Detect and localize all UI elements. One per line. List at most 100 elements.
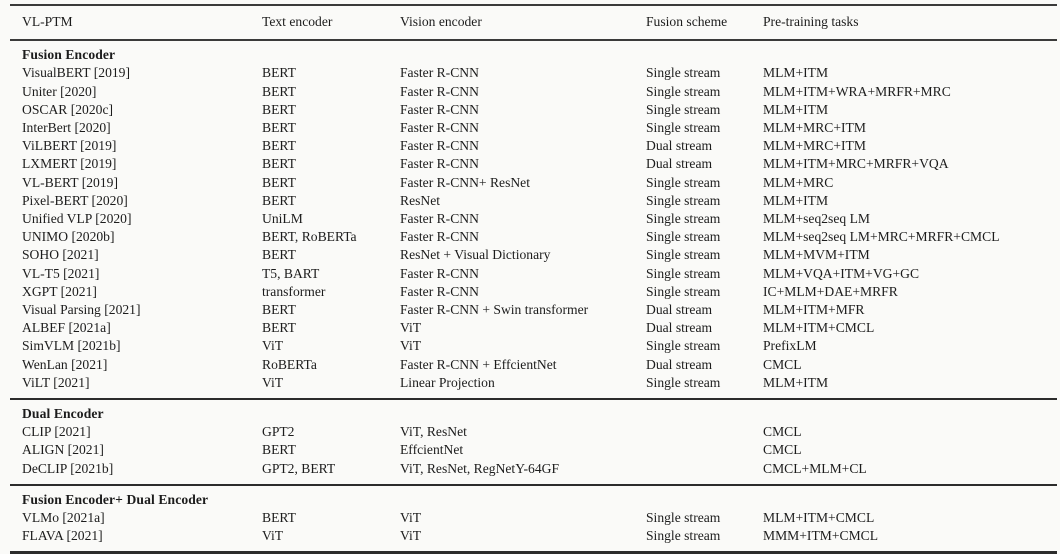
cell-vision-encoder: EffcientNet bbox=[400, 442, 464, 458]
cell-vl-ptm: Pixel-BERT [2020] bbox=[22, 192, 128, 208]
column-header-fusion-scheme: Fusion scheme bbox=[634, 5, 751, 42]
table-section: Fusion Encoder VisualBERT [2019] BERT Faste… bbox=[10, 40, 1057, 399]
cell-pre-training-tasks: MLM+VQA+ITM+VG+GC bbox=[763, 265, 920, 281]
cell-vl-ptm: Visual Parsing [2021] bbox=[22, 302, 141, 318]
table-row: SOHO [2021] BERT ResNet + Visual Dictionar… bbox=[10, 246, 1057, 264]
cell-vl-ptm: XGPT [2021] bbox=[22, 283, 97, 299]
column-header-vision-encoder: Vision encoder bbox=[388, 5, 634, 42]
cell-text-encoder: UniLM bbox=[262, 211, 303, 227]
cell-pre-training-tasks: MLM+ITM+CMCL bbox=[763, 320, 875, 336]
cell-fusion-scheme: Single stream bbox=[646, 510, 721, 526]
cell-vl-ptm: ALIGN [2021] bbox=[22, 442, 104, 458]
table-row: Pixel-BERT [2020] BERT ResNet Single stream… bbox=[10, 192, 1057, 210]
cell-fusion-scheme bbox=[634, 460, 751, 485]
cell-vl-ptm: SOHO [2021] bbox=[22, 247, 99, 263]
cell-text-encoder: BERT bbox=[262, 320, 296, 336]
cell-text-encoder: BERT, RoBERTa bbox=[262, 229, 357, 245]
cell-vl-ptm: VL-T5 [2021] bbox=[22, 265, 100, 281]
cell-pre-training-tasks: MLM+ITM bbox=[763, 65, 829, 81]
cell-pre-training-tasks: MLM+ITM+CMCL bbox=[763, 510, 875, 526]
cell-pre-training-tasks: MLM+ITM bbox=[763, 101, 829, 117]
cell-vision-encoder: Faster R-CNN bbox=[400, 229, 479, 245]
cell-vision-encoder: ResNet + Visual Dictionary bbox=[400, 247, 551, 263]
column-header-vl-ptm: VL-PTM bbox=[10, 5, 250, 42]
column-header-pre-training-tasks: Pre-training tasks bbox=[751, 5, 1057, 42]
cell-fusion-scheme: Single stream bbox=[646, 338, 721, 354]
cell-pre-training-tasks: IC+MLM+DAE+MRFR bbox=[763, 283, 898, 299]
cell-vision-encoder: ResNet bbox=[400, 192, 441, 208]
table-section: Fusion Encoder+ Dual Encoder VLMo [2021a]… bbox=[10, 484, 1057, 553]
cell-text-encoder: ViT bbox=[262, 528, 284, 544]
cell-pre-training-tasks: CMCL+MLM+CL bbox=[763, 460, 867, 476]
cell-vl-ptm: SimVLM [2021b] bbox=[22, 338, 121, 354]
cell-text-encoder: BERT bbox=[262, 156, 296, 172]
cell-fusion-scheme: Single stream bbox=[646, 211, 721, 227]
cell-fusion-scheme bbox=[634, 423, 751, 441]
cell-pre-training-tasks: MLM+ITM bbox=[763, 192, 829, 208]
cell-text-encoder: BERT bbox=[262, 138, 296, 154]
cell-text-encoder: transformer bbox=[262, 283, 326, 299]
cell-fusion-scheme: Single stream bbox=[646, 229, 721, 245]
cell-fusion-scheme: Dual stream bbox=[646, 320, 713, 336]
cell-fusion-scheme: Single stream bbox=[646, 83, 721, 99]
vlptm-table: VL-PTM Text encoder Vision encoder Fusion s… bbox=[10, 4, 1057, 554]
cell-text-encoder: RoBERTa bbox=[262, 356, 317, 372]
cell-vision-encoder: Faster R-CNN bbox=[400, 265, 479, 281]
cell-text-encoder: BERT bbox=[262, 247, 296, 263]
cell-fusion-scheme: Dual stream bbox=[646, 156, 713, 172]
table-row: SimVLM [2021b] ViT ViT Single stream PrefixL… bbox=[10, 337, 1057, 355]
cell-pre-training-tasks: MLM+MRC bbox=[763, 174, 834, 190]
cell-fusion-scheme: Dual stream bbox=[646, 138, 713, 154]
cell-vl-ptm: Unified VLP [2020] bbox=[22, 211, 132, 227]
section-title: Fusion Encoder bbox=[22, 47, 116, 63]
table-header: VL-PTM Text encoder Vision encoder Fusion s… bbox=[10, 5, 1057, 42]
cell-fusion-scheme: Single stream bbox=[646, 265, 721, 281]
cell-vl-ptm: DeCLIP [2021b] bbox=[22, 460, 114, 476]
section-header-row: Fusion Encoder bbox=[10, 40, 1057, 64]
cell-pre-training-tasks: CMCL bbox=[763, 356, 802, 372]
cell-text-encoder: BERT bbox=[262, 302, 296, 318]
cell-vision-encoder: ViT bbox=[400, 338, 422, 354]
cell-fusion-scheme: Single stream bbox=[646, 65, 721, 81]
table-row: Unified VLP [2020] UniLM Faster R-CNN Singl… bbox=[10, 210, 1057, 228]
cell-vision-encoder: Linear Projection bbox=[400, 374, 495, 390]
cell-text-encoder: BERT bbox=[262, 83, 296, 99]
cell-pre-training-tasks: MLM+ITM+MFR bbox=[763, 302, 865, 318]
table-row: ViLT [2021] ViT Linear Projection Single st… bbox=[10, 374, 1057, 399]
cell-text-encoder: BERT bbox=[262, 65, 296, 81]
cell-vl-ptm: ViLBERT [2019] bbox=[22, 138, 117, 154]
section-title: Dual Encoder bbox=[22, 406, 104, 422]
cell-fusion-scheme bbox=[634, 441, 751, 459]
table-row: ViLBERT [2019] BERT Faster R-CNN Dual strea… bbox=[10, 137, 1057, 155]
vlptm-table-container: VL-PTM Text encoder Vision encoder Fusion s… bbox=[10, 4, 1057, 554]
table-row: XGPT [2021] transformer Faster R-CNN Single… bbox=[10, 283, 1057, 301]
cell-vision-encoder: Faster R-CNN bbox=[400, 156, 479, 172]
cell-pre-training-tasks: MLM+ITM+WRA+MRFR+MRC bbox=[763, 83, 951, 99]
cell-vl-ptm: ViLT [2021] bbox=[22, 374, 90, 390]
cell-fusion-scheme: Single stream bbox=[646, 174, 721, 190]
cell-pre-training-tasks: CMCL bbox=[763, 442, 802, 458]
cell-vl-ptm: VL-BERT [2019] bbox=[22, 174, 118, 190]
cell-text-encoder: BERT bbox=[262, 192, 296, 208]
cell-text-encoder: BERT bbox=[262, 101, 296, 117]
section-header-row: Dual Encoder bbox=[10, 399, 1057, 423]
table-row: FLAVA [2021] ViT ViT Single stream MMM+ITM+C… bbox=[10, 527, 1057, 553]
cell-vision-encoder: Faster R-CNN bbox=[400, 138, 479, 154]
cell-vision-encoder: ViT, ResNet bbox=[400, 424, 467, 440]
cell-vl-ptm: WenLan [2021] bbox=[22, 356, 108, 372]
cell-vl-ptm: FLAVA [2021] bbox=[22, 528, 103, 544]
cell-vl-ptm: VLMo [2021a] bbox=[22, 510, 105, 526]
table-row: UNIMO [2020b] BERT, RoBERTa Faster R-CNN Si… bbox=[10, 228, 1057, 246]
cell-pre-training-tasks: CMCL bbox=[763, 424, 802, 440]
cell-vl-ptm: Uniter [2020] bbox=[22, 83, 97, 99]
cell-pre-training-tasks: MLM+MRC+ITM bbox=[763, 120, 866, 136]
cell-pre-training-tasks: PrefixLM bbox=[763, 338, 817, 354]
cell-text-encoder: BERT bbox=[262, 174, 296, 190]
table-row: InterBert [2020] BERT Faster R-CNN Single s… bbox=[10, 119, 1057, 137]
cell-pre-training-tasks: MLM+seq2seq LM bbox=[763, 211, 870, 227]
table-row: VisualBERT [2019] BERT Faster R-CNN Single … bbox=[10, 64, 1057, 82]
cell-fusion-scheme: Single stream bbox=[646, 247, 721, 263]
cell-fusion-scheme: Single stream bbox=[646, 101, 721, 117]
table-row: Visual Parsing [2021] BERT Faster R-CNN + … bbox=[10, 301, 1057, 319]
cell-fusion-scheme: Single stream bbox=[646, 283, 721, 299]
